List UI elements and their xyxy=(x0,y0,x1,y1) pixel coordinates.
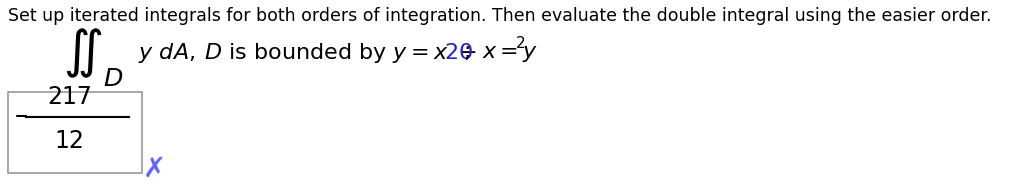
Text: 217: 217 xyxy=(47,85,92,109)
Text: $D\ \mathrm{is\ bounded\ by}\ y = x\ -$: $D\ \mathrm{is\ bounded\ by}\ y = x\ -$ xyxy=(204,41,476,65)
Text: 12: 12 xyxy=(55,129,85,153)
Text: $;\ x = y$: $;\ x = y$ xyxy=(464,42,539,64)
Text: Set up iterated integrals for both orders of integration. Then evaluate the doub: Set up iterated integrals for both order… xyxy=(8,7,991,25)
Text: $2$: $2$ xyxy=(515,35,525,51)
Text: –: – xyxy=(14,103,28,129)
Text: ✗: ✗ xyxy=(142,155,166,183)
FancyBboxPatch shape xyxy=(8,92,141,173)
Text: $y\ \mathit{dA},$: $y\ \mathit{dA},$ xyxy=(137,41,195,65)
Text: $20$: $20$ xyxy=(444,42,473,64)
Text: $\iint_{D}$: $\iint_{D}$ xyxy=(63,26,124,88)
